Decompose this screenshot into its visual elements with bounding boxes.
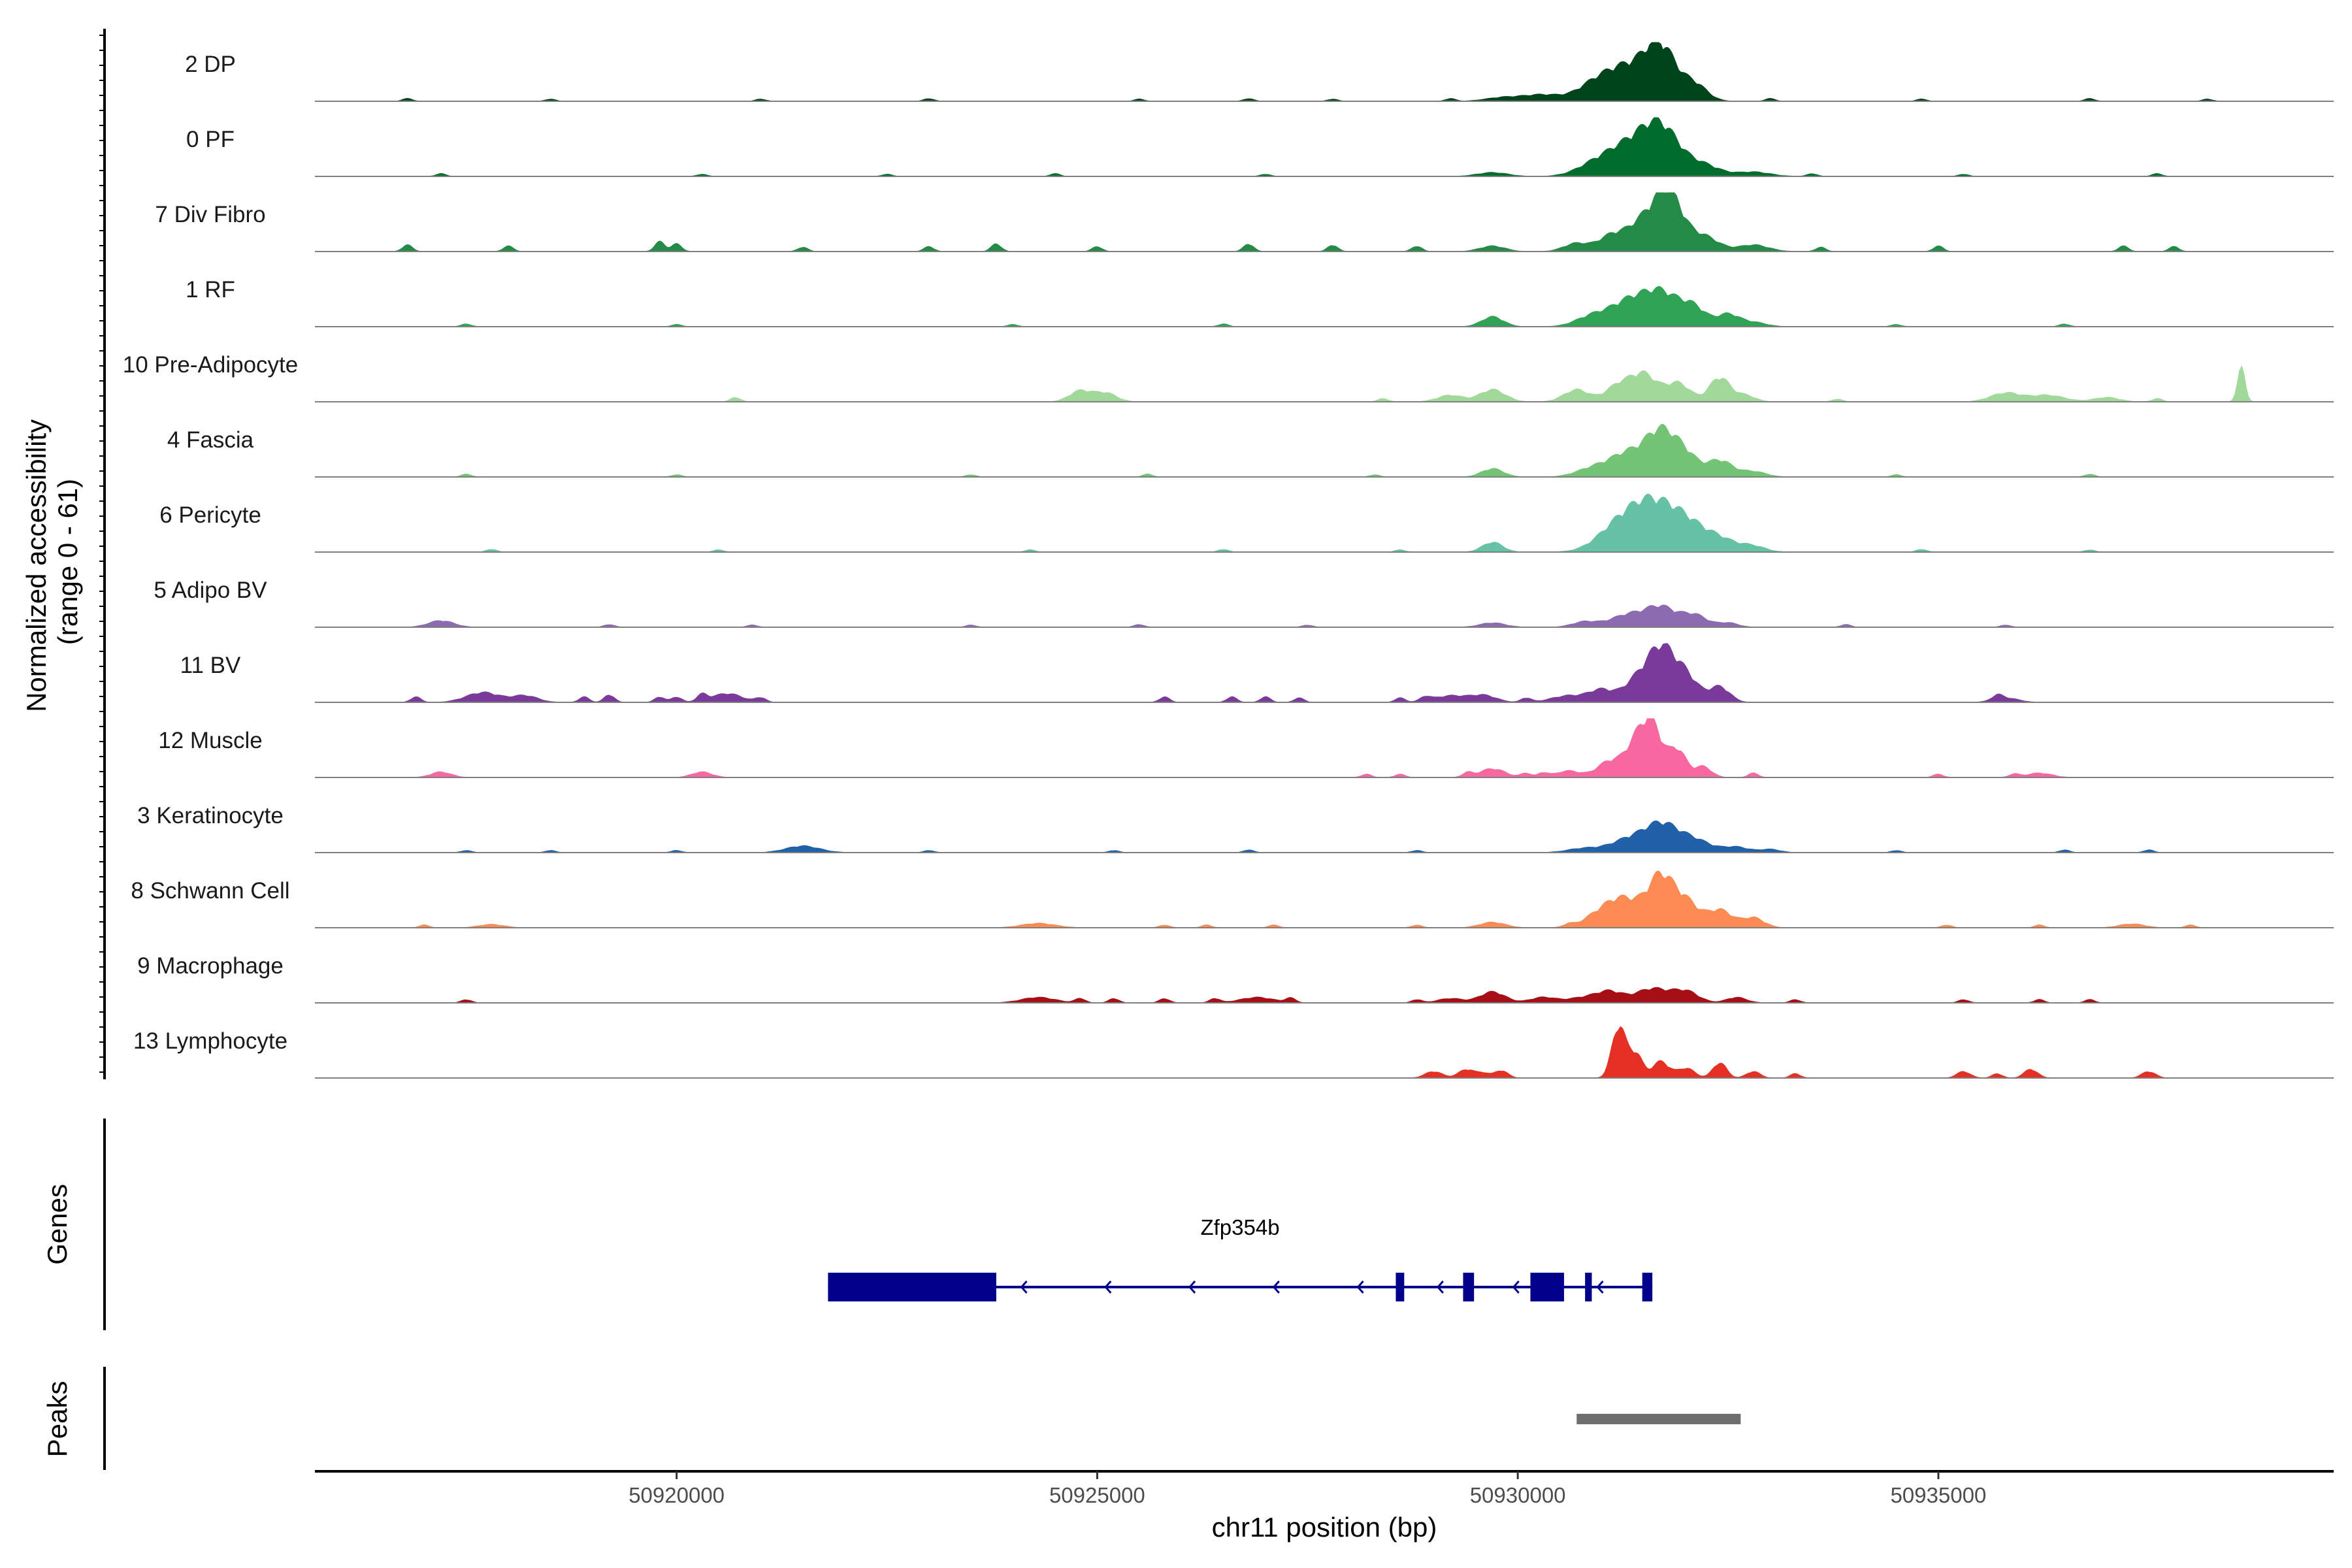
coverage-area xyxy=(315,286,2334,327)
x-axis-ticks: 50920000 50925000 50930000 50935000 xyxy=(629,1471,1986,1507)
gene-exon xyxy=(1642,1273,1653,1301)
x-tick-label: 50925000 xyxy=(1049,1483,1145,1507)
x-axis: 50920000 50925000 50930000 50935000 chr11 p… xyxy=(315,1470,2334,1543)
gene-exon xyxy=(1530,1273,1564,1301)
track-12: 8 Schwann Cell xyxy=(131,870,2334,928)
y-axis-title-line2: (range 0 - 61) xyxy=(52,479,83,645)
track-14: 13 Lymphocyte xyxy=(133,1026,2334,1079)
coverage-area xyxy=(315,423,2334,478)
coverage-area xyxy=(315,365,2334,402)
coverage-area xyxy=(315,870,2334,928)
x-tick-label: 50920000 xyxy=(629,1483,725,1507)
coverage-area xyxy=(315,42,2334,102)
y-axis-title: Normalized accessibility (range 0 - 61) xyxy=(21,412,83,712)
track-9: 11 BV xyxy=(180,643,2334,703)
track-4: 1 RF xyxy=(186,277,2334,327)
gene-track-label: Genes xyxy=(42,1184,73,1265)
track-11: 3 Keratinocyte xyxy=(137,803,2334,853)
peak-region xyxy=(1576,1414,1741,1424)
track-label: 5 Adipo BV xyxy=(154,578,267,603)
track-label: 3 Keratinocyte xyxy=(137,803,284,828)
peak-track-label: Peaks xyxy=(42,1381,73,1458)
strand-arrow xyxy=(1356,1281,1364,1294)
track-1: 2 DP xyxy=(185,42,2334,102)
track-label: 12 Muscle xyxy=(158,728,263,753)
track-2: 0 PF xyxy=(186,117,2334,177)
track-label: 6 Pericyte xyxy=(159,502,261,528)
track-3: 7 Div Fibro xyxy=(155,192,2334,252)
gene-name-label: Zfp354b xyxy=(1200,1215,1279,1239)
coverage-tracks: 2 DP 0 PF 7 Div Fibro 1 RF 10 Pre-Adipocyte 4… xyxy=(123,42,2334,1079)
peak-track: Peaks xyxy=(42,1367,1741,1470)
gene-exon xyxy=(1585,1273,1592,1301)
peak-regions xyxy=(1576,1414,1741,1424)
x-axis-title: chr11 position (bp) xyxy=(1212,1512,1437,1543)
coverage-area xyxy=(315,604,2334,628)
x-tick-label: 50935000 xyxy=(1890,1483,1986,1507)
coverage-area xyxy=(315,718,2334,778)
gene-exon xyxy=(1396,1273,1405,1301)
track-label: 1 RF xyxy=(186,277,235,302)
strand-arrow xyxy=(1596,1281,1604,1294)
strand-arrow xyxy=(1436,1281,1444,1294)
track-label: 10 Pre-Adipocyte xyxy=(123,352,298,378)
track-10: 12 Muscle xyxy=(158,718,2334,778)
track-label: 2 DP xyxy=(185,52,236,77)
track-label: 8 Schwann Cell xyxy=(131,878,289,904)
y-axis-title-line1: Normalized accessibility xyxy=(21,419,52,712)
coverage-area xyxy=(315,820,2334,853)
x-tick-label: 50930000 xyxy=(1470,1483,1566,1507)
track-label: 9 Macrophage xyxy=(137,953,284,979)
gene-track: Genes Zfp354b xyxy=(42,1119,1653,1330)
track-5: 10 Pre-Adipocyte xyxy=(123,352,2334,402)
gene-model xyxy=(828,1273,1653,1301)
track-13: 9 Macrophage xyxy=(137,953,2334,1004)
coverage-area xyxy=(315,493,2334,553)
track-6: 4 Fascia xyxy=(167,423,2334,478)
left-axis xyxy=(99,29,106,1079)
coverage-area xyxy=(315,192,2334,252)
strand-arrow xyxy=(1512,1281,1520,1294)
track-label: 11 BV xyxy=(180,653,241,678)
gene-exon xyxy=(1463,1273,1475,1301)
track-7: 6 Pericyte xyxy=(159,493,2334,553)
strand-arrow xyxy=(1104,1281,1112,1294)
track-label: 4 Fascia xyxy=(167,427,254,453)
strand-arrow xyxy=(1188,1281,1196,1294)
gene-exon xyxy=(828,1273,996,1301)
track-label: 13 Lymphocyte xyxy=(133,1028,287,1054)
strand-arrow xyxy=(1272,1281,1280,1294)
track-8: 5 Adipo BV xyxy=(154,578,2334,628)
track-label: 7 Div Fibro xyxy=(155,202,265,227)
strand-arrow xyxy=(1020,1281,1028,1294)
coverage-area xyxy=(315,987,2334,1004)
coverage-area xyxy=(315,117,2334,177)
coverage-area xyxy=(315,643,2334,703)
coverage-area xyxy=(315,1026,2334,1079)
track-label: 0 PF xyxy=(186,127,235,152)
